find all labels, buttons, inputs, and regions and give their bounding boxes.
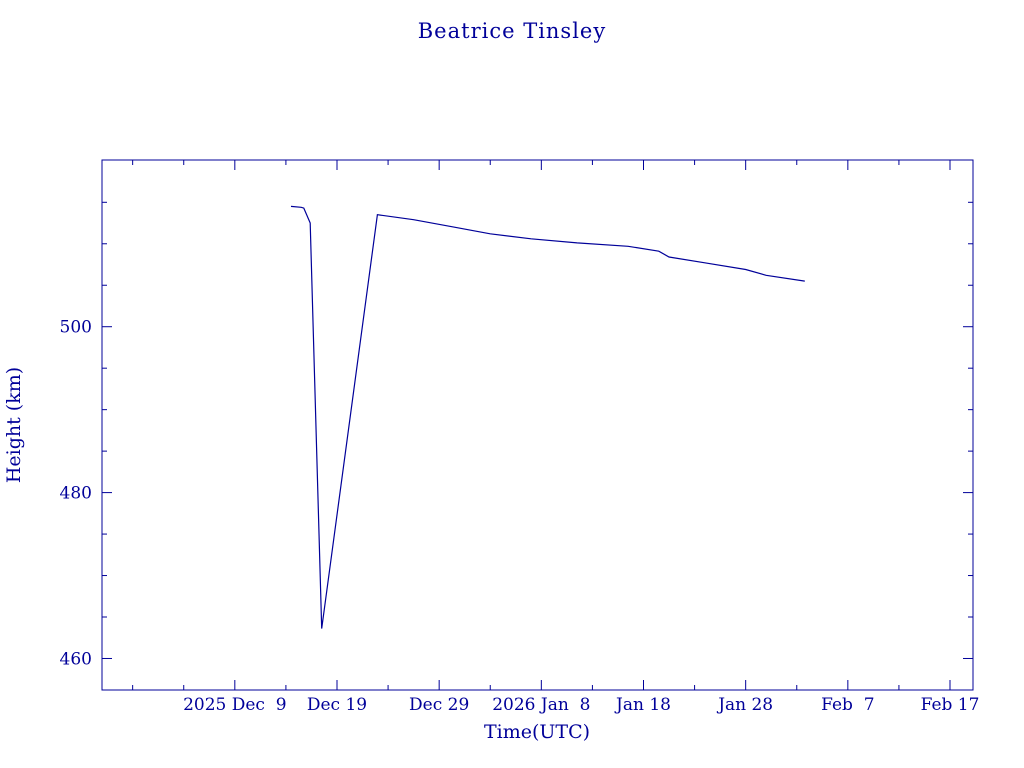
x-tick-label: Jan 28	[716, 695, 773, 715]
chart-title: Beatrice Tinsley	[418, 19, 606, 43]
x-tick-label: 2025 Dec 9	[183, 695, 287, 715]
x-tick-label: Feb 7	[821, 695, 874, 715]
y-axis: 460 480 500	[60, 201, 973, 669]
y-tick-label: 480	[60, 484, 92, 504]
x-tick-label: Dec 29	[409, 695, 469, 715]
x-tick-label: Jan 18	[614, 695, 671, 715]
y-axis-label: Height (km)	[3, 367, 25, 483]
x-axis-label: Time(UTC)	[484, 721, 590, 743]
plot-frame	[101, 159, 974, 691]
y-tick-label: 500	[60, 318, 92, 338]
series-group	[290, 205, 805, 629]
y-tick-label: 460	[60, 649, 92, 669]
x-tick-label: Dec 19	[307, 695, 367, 715]
height-series-line	[290, 205, 805, 629]
x-tick-label: Feb 17	[921, 695, 980, 715]
x-tick-label: 2026 Jan 8	[492, 695, 590, 715]
x-axis: 2025 Dec 9 Dec 19 Dec 29 2026 Jan 8 Jan 18 Ja…	[132, 160, 980, 715]
